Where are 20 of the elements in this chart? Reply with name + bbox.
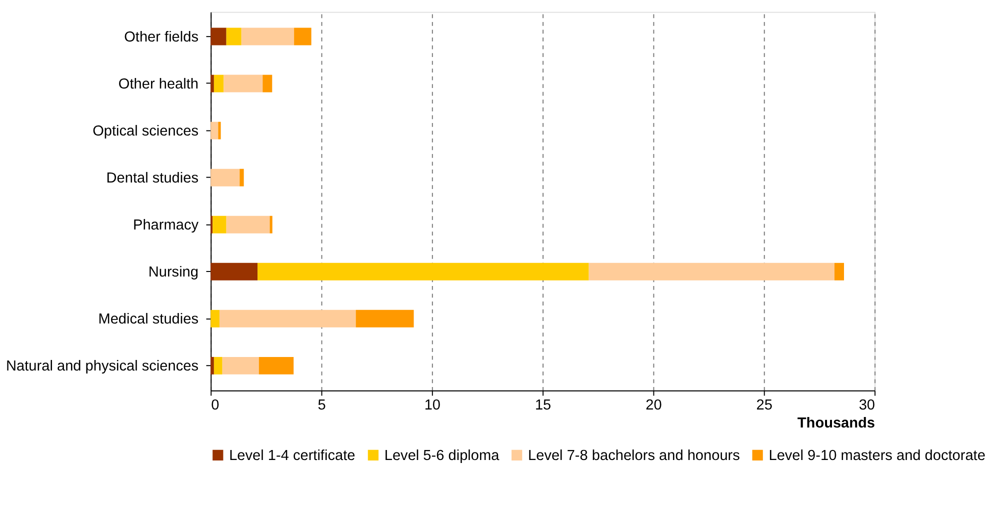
- x-axis-title: Thousands: [797, 416, 876, 432]
- x-tick-label: 10: [424, 397, 441, 414]
- x-tick-label: 5: [318, 397, 326, 414]
- y-tick-label: Nursing: [148, 264, 198, 280]
- x-tick-label: 25: [756, 397, 772, 414]
- y-tick-label: Natural and physical sciences: [6, 358, 198, 375]
- x-tick-label: 0: [211, 397, 220, 414]
- y-tick-label: Other fields: [124, 29, 198, 46]
- y-tick-label: Pharmacy: [133, 217, 200, 234]
- x-tick-label: 15: [534, 397, 552, 414]
- x-tick-label: 30: [858, 397, 876, 414]
- legend-label: Level 5-6 diploma: [384, 448, 500, 464]
- y-tick-label: Optical sciences: [92, 123, 198, 140]
- y-tick-label: Dental studies: [106, 170, 198, 186]
- x-tick-label: 20: [646, 397, 662, 414]
- y-tick-label: Medical studies: [98, 312, 198, 328]
- legend-label: Level 9-10 masters and doctorate: [768, 448, 986, 464]
- y-tick-label: Other health: [118, 76, 198, 92]
- legend-label: Level 1-4 certificate: [229, 448, 356, 464]
- legend-label: Level 7-8 bachelors and honours: [528, 448, 740, 464]
